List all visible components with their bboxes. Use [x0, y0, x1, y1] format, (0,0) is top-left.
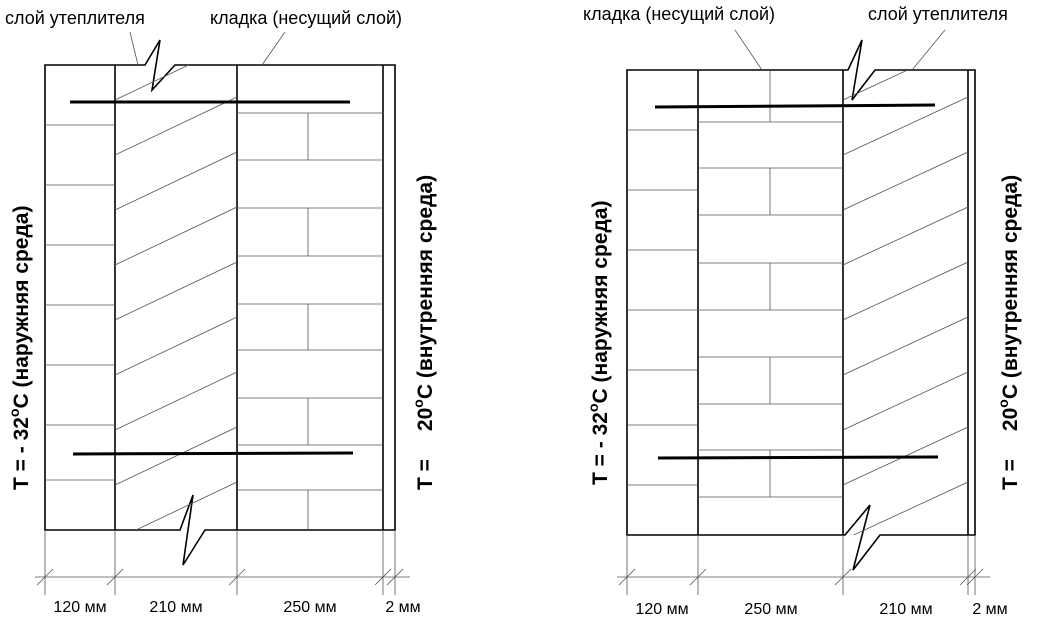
wall-outline — [626, 39, 976, 571]
tick — [36, 568, 54, 586]
hatching — [843, 70, 968, 595]
text-part: C (наружняя среда) — [10, 206, 33, 409]
text-part: C (наружняя среда) — [589, 201, 612, 404]
hatch-line — [843, 537, 968, 595]
hatch-line — [843, 70, 909, 101]
dimension: 120 мм — [53, 599, 106, 616]
dimension: 2 мм — [972, 601, 1007, 618]
text-part: T = — [999, 459, 1022, 490]
hatching — [115, 65, 237, 595]
label: слой утеплителя — [868, 4, 1008, 24]
tick — [959, 568, 977, 586]
hatch-line — [843, 316, 968, 376]
leader — [129, 31, 139, 66]
inner-temperature: T = 20oC (внутренняя среда) — [995, 175, 1022, 490]
hatch-line — [115, 316, 237, 376]
text-part: T = — [414, 459, 437, 490]
dimension: 2 мм — [385, 599, 420, 616]
hatch-line — [843, 371, 968, 431]
hatch-line — [115, 151, 237, 211]
anchor — [657, 455, 939, 460]
text-part: - 32 — [589, 412, 612, 448]
text-part: o — [410, 399, 426, 408]
text-part: T = — [10, 459, 33, 490]
leader — [734, 29, 763, 71]
text-part: 20 — [999, 408, 1022, 431]
text-part: 20 — [414, 408, 437, 431]
hatch-line — [843, 206, 968, 266]
anchor — [654, 103, 936, 109]
text-part: T = — [589, 454, 612, 485]
label: кладка (несущий слой) — [583, 4, 775, 24]
label: кладка (несущий слой) — [210, 8, 402, 28]
hatch-line — [135, 481, 237, 530]
dimension: 250 мм — [283, 599, 336, 616]
text-part: o — [6, 408, 22, 417]
anchor — [72, 451, 354, 456]
hatch-line — [115, 65, 190, 101]
dimensions: 120 мм 210 мм 250 мм 2 мм 120 мм 250 мм … — [53, 599, 1007, 618]
hatch-line — [115, 371, 237, 431]
hatch-line — [852, 481, 968, 535]
text-part: - 32 — [10, 417, 33, 453]
text-part: o — [585, 403, 601, 412]
dimension: 120 мм — [635, 601, 688, 618]
tick — [228, 568, 246, 586]
hatch-line — [115, 261, 237, 321]
hatch-line — [843, 151, 968, 211]
drawing — [35, 29, 990, 595]
text-part: C (внутренняя среда) — [999, 175, 1022, 399]
tick — [834, 568, 852, 586]
hatch-line — [115, 537, 237, 595]
text-part: C (внутренняя среда) — [414, 175, 437, 399]
tick — [106, 568, 124, 586]
leader — [261, 31, 286, 66]
leader — [911, 29, 946, 71]
dimension: 210 мм — [879, 601, 932, 618]
dimension: 210 мм — [149, 599, 202, 616]
hatch-line — [115, 96, 237, 156]
label: слой утеплителя — [5, 8, 145, 28]
hatch-line — [843, 261, 968, 321]
tick — [689, 568, 707, 586]
tick — [374, 568, 392, 586]
tick — [618, 568, 636, 586]
hatch-line — [115, 426, 237, 486]
inner-temperature: T = 20oC (внутренняя среда) — [410, 175, 437, 490]
outer-temperature: T = - 32oC (наружняя среда) — [585, 201, 612, 485]
tick — [966, 568, 984, 586]
text-part: o — [995, 399, 1011, 408]
hatch-line — [115, 206, 237, 266]
tick — [386, 568, 404, 586]
dimension: 250 мм — [744, 601, 797, 618]
wall-outline — [44, 39, 396, 566]
hatch-line — [843, 96, 968, 156]
outer-temperature: T = - 32oC (наружняя среда) — [6, 206, 33, 490]
